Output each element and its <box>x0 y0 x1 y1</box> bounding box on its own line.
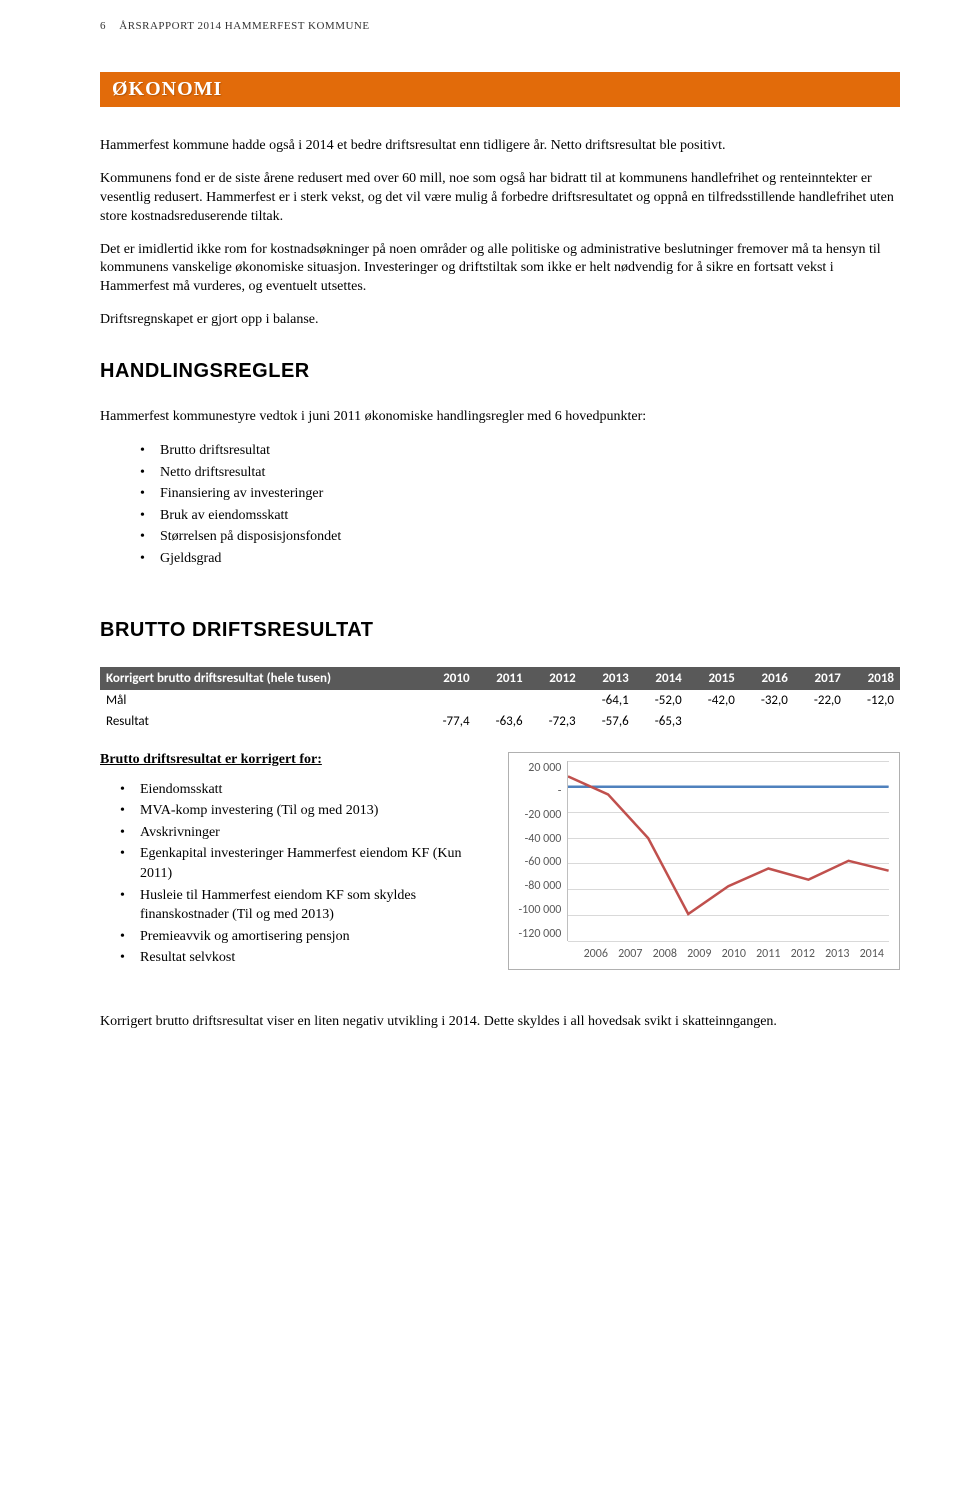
table-brutto-driftsresultat: Korrigert brutto driftsresultat (hele tu… <box>100 667 900 732</box>
x-tick-label: 2013 <box>820 947 855 961</box>
paragraph-2: Kommunens fond er de siste årene reduser… <box>100 170 900 227</box>
right-column: 20 000 - -20 000 -40 000 -60 000 -80 000 -100 … <box>508 752 901 988</box>
x-tick-label: 2007 <box>613 947 648 961</box>
list-item: Eiendomsskatt <box>120 780 493 800</box>
left-column: Brutto driftsresultat er korrigert for: … <box>100 752 493 988</box>
chart-x-axis: 200620072008200920102011201220132014 <box>519 947 890 961</box>
list-item: Netto driftsresultat <box>140 463 900 483</box>
y-tick-label: -60 000 <box>525 855 562 869</box>
page-number: 6 <box>100 20 106 32</box>
table-cell: Resultat <box>100 711 423 732</box>
table-header-cell: 2013 <box>582 667 635 690</box>
sub-heading-korrigert: Brutto driftsresultat er korrigert for: <box>100 752 493 768</box>
table-header-cell: 2016 <box>741 667 794 690</box>
heading-brutto: BRUTTO DRIFTSRESULTAT <box>100 619 900 642</box>
table-header-cell: 2014 <box>635 667 688 690</box>
y-tick-label: -100 000 <box>519 903 562 917</box>
line-chart-brutto: 20 000 - -20 000 -40 000 -60 000 -80 000 -100 … <box>508 752 901 970</box>
table-row: Mål -64,1-52,0-42,0-32,0-22,0-12,0 <box>100 690 900 711</box>
chart-y-axis: 20 000 - -20 000 -40 000 -60 000 -80 000 -100 … <box>519 761 568 941</box>
table-cell <box>741 711 794 732</box>
x-tick-label: 2006 <box>579 947 614 961</box>
list-item: Bruk av eiendomsskatt <box>140 506 900 526</box>
two-column-section: Brutto driftsresultat er korrigert for: … <box>100 752 900 988</box>
list-item: Avskrivninger <box>120 823 493 843</box>
x-tick-label: 2012 <box>786 947 821 961</box>
table-cell: -42,0 <box>688 690 741 711</box>
list-item: MVA-komp investering (Til og med 2013) <box>120 801 493 821</box>
table-cell: -12,0 <box>847 690 900 711</box>
x-tick-label: 2011 <box>751 947 786 961</box>
table-cell: -52,0 <box>635 690 688 711</box>
paragraph-3: Det er imidlertid ikke rom for kostnadsø… <box>100 241 900 298</box>
x-tick-label: 2008 <box>648 947 683 961</box>
list-item: Størrelsen på disposisjonsfondet <box>140 527 900 547</box>
y-tick-label: 20 000 <box>528 761 561 775</box>
chart-svg <box>568 761 889 941</box>
list-item: Gjeldsgrad <box>140 549 900 569</box>
table-cell <box>529 690 582 711</box>
table-cell: Mål <box>100 690 423 711</box>
chart-line-red <box>568 776 889 914</box>
paragraph-4: Driftsregnskapet er gjort opp i balanse. <box>100 311 900 330</box>
table-header-cell: 2011 <box>476 667 529 690</box>
y-tick-label: - <box>558 784 562 798</box>
table-header-cell: 2010 <box>423 667 476 690</box>
table-cell: -32,0 <box>741 690 794 711</box>
y-tick-label: -20 000 <box>525 808 562 822</box>
table-header-cell: 2017 <box>794 667 847 690</box>
table-cell <box>688 711 741 732</box>
table-cell <box>476 690 529 711</box>
paragraph-6: Korrigert brutto driftsresultat viser en… <box>100 1013 900 1032</box>
bullet-list-korrigert: EiendomsskattMVA-komp investering (Til o… <box>100 780 493 968</box>
x-tick-label: 2009 <box>682 947 717 961</box>
grid-line <box>568 941 889 942</box>
x-tick-label: 2010 <box>717 947 752 961</box>
table-cell: -72,3 <box>529 711 582 732</box>
y-tick-label: -80 000 <box>525 879 562 893</box>
table-cell: -22,0 <box>794 690 847 711</box>
paragraph-5: Hammerfest kommunestyre vedtok i juni 20… <box>100 408 900 427</box>
table-cell: -57,6 <box>582 711 635 732</box>
table-cell: -77,4 <box>423 711 476 732</box>
page-header: 6 ÅRSRAPPORT 2014 HAMMERFEST KOMMUNE <box>100 20 900 32</box>
table-header-cell: 2015 <box>688 667 741 690</box>
table-cell: -65,3 <box>635 711 688 732</box>
page-container: 6 ÅRSRAPPORT 2014 HAMMERFEST KOMMUNE ØKO… <box>0 0 960 1086</box>
list-item: Egenkapital investeringer Hammerfest eie… <box>120 844 493 883</box>
list-item: Premieavvik og amortisering pensjon <box>120 927 493 947</box>
list-item: Brutto driftsresultat <box>140 441 900 461</box>
y-tick-label: -40 000 <box>525 832 562 846</box>
bullet-list-hovedpunkter: Brutto driftsresultatNetto driftsresulta… <box>100 441 900 569</box>
table-header-cell: 2012 <box>529 667 582 690</box>
table-cell <box>794 711 847 732</box>
table-cell: -64,1 <box>582 690 635 711</box>
table-cell <box>423 690 476 711</box>
list-item: Resultat selvkost <box>120 948 493 968</box>
x-tick-label: 2014 <box>855 947 890 961</box>
table-cell: -63,6 <box>476 711 529 732</box>
header-title: ÅRSRAPPORT 2014 HAMMERFEST KOMMUNE <box>119 20 369 32</box>
paragraph-1: Hammerfest kommune hadde også i 2014 et … <box>100 137 900 156</box>
table-row: Resultat-77,4-63,6-72,3-57,6-65,3 <box>100 711 900 732</box>
section-banner-okonomi: ØKONOMI <box>100 72 900 107</box>
y-tick-label: -120 000 <box>519 927 562 941</box>
table-header-cell: Korrigert brutto driftsresultat (hele tu… <box>100 667 423 690</box>
table-header-cell: 2018 <box>847 667 900 690</box>
chart-plot-region <box>567 761 889 941</box>
list-item: Husleie til Hammerfest eiendom KF som sk… <box>120 886 493 925</box>
heading-handlingsregler: HANDLINGSREGLER <box>100 360 900 383</box>
list-item: Finansiering av investeringer <box>140 484 900 504</box>
table-cell <box>847 711 900 732</box>
